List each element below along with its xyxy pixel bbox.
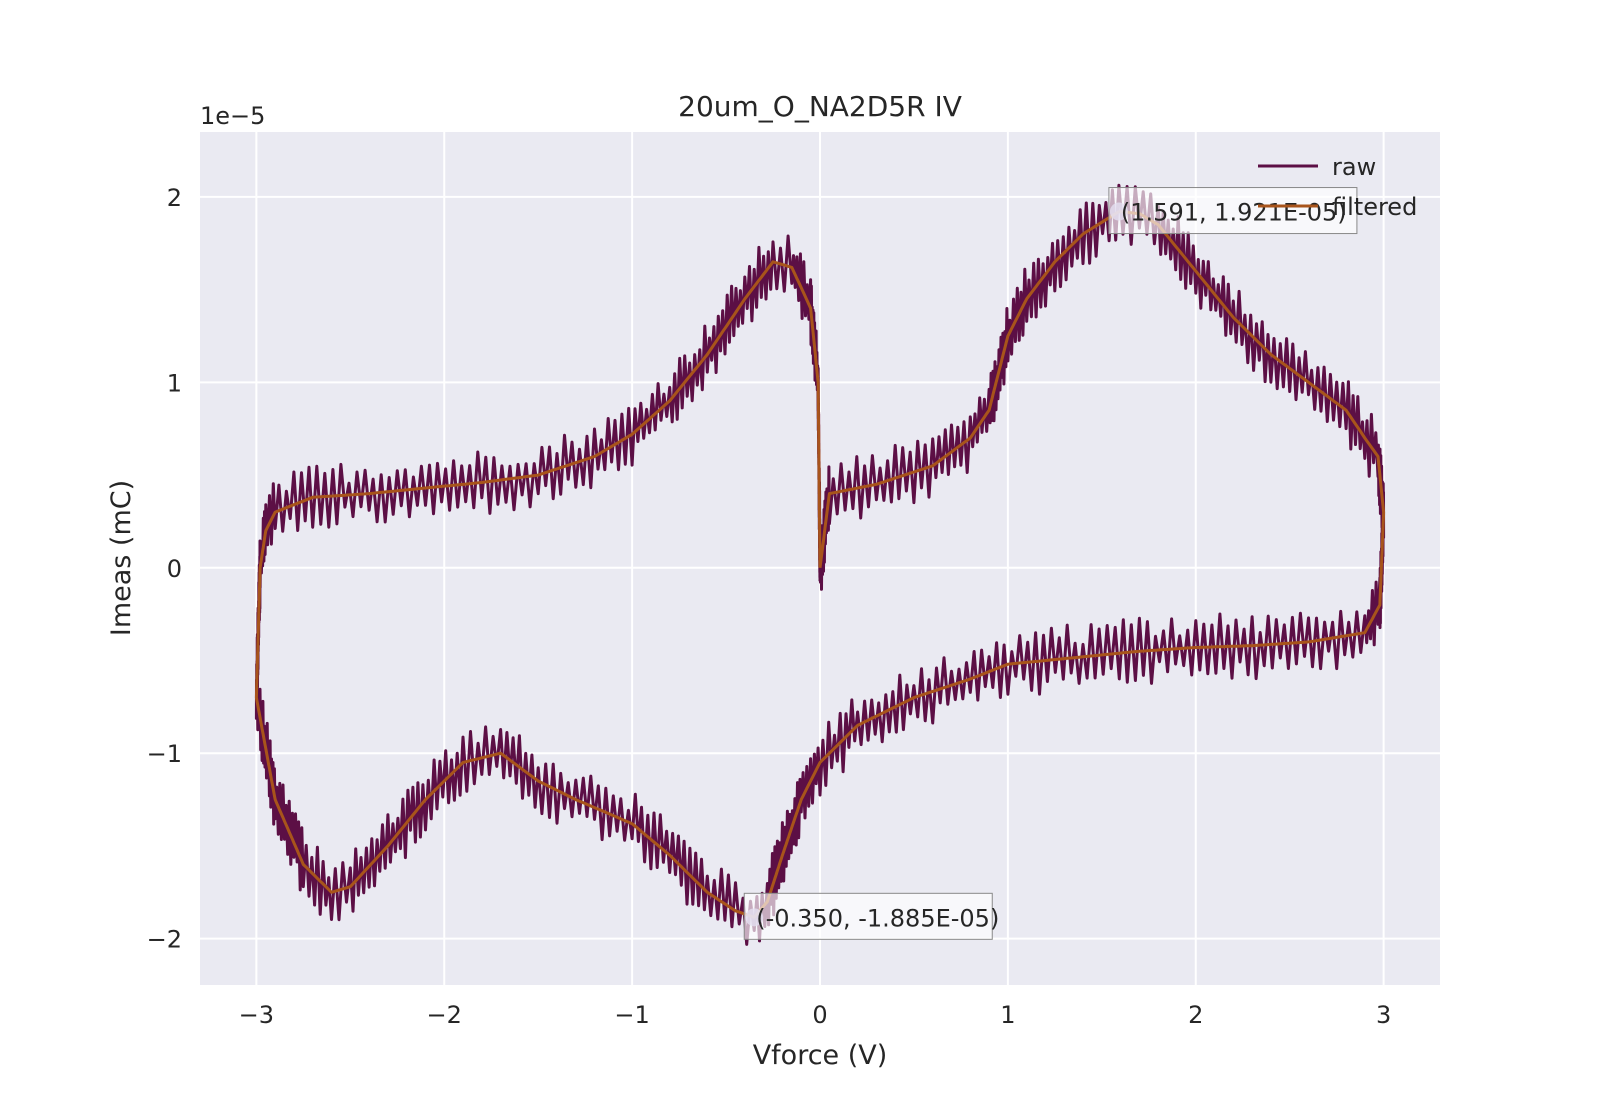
y-tick-label: 2 [167,184,182,212]
x-tick-label: 2 [1188,1001,1203,1029]
annotation-box [1108,187,1358,235]
x-tick-label: 3 [1376,1001,1391,1029]
y-tick-label: 0 [167,555,182,583]
y-tick-label: −2 [147,926,182,954]
x-axis-label: Vforce (V) [753,1040,888,1071]
chart-title: 20um_O_NA2D5R IV [678,90,962,123]
y-tick-label: 1 [167,369,182,397]
x-tick-label: −3 [239,1001,274,1029]
x-tick-label: 1 [1000,1001,1015,1029]
y-axis-label: Imeas (mC) [106,480,137,636]
series-layer [254,183,1386,946]
series-filtered-line [254,210,1386,919]
annotation-label: (-0.350, -1.885E-05) [756,904,999,932]
x-tick-label: 0 [812,1001,827,1029]
y-offset-text: 1e−5 [200,102,265,130]
tick-labels: −3 −2 −1 0 1 2 3 −2 −1 0 1 2 [147,184,1392,1029]
annotation-label: (1.591, 1.921E-05) [1121,199,1347,227]
annotations: (1.591, 1.921E-05) (-0.350, -1.885E-05) [743,187,1358,940]
series-raw-line [254,183,1386,946]
legend: raw filtered [1258,153,1417,221]
legend-label-filtered: filtered [1332,193,1417,221]
x-tick-label: −1 [614,1001,649,1029]
y-tick-label: −1 [147,740,182,768]
x-tick-label: −2 [427,1001,462,1029]
annotation-box [743,892,993,940]
legend-label-raw: raw [1332,153,1376,181]
